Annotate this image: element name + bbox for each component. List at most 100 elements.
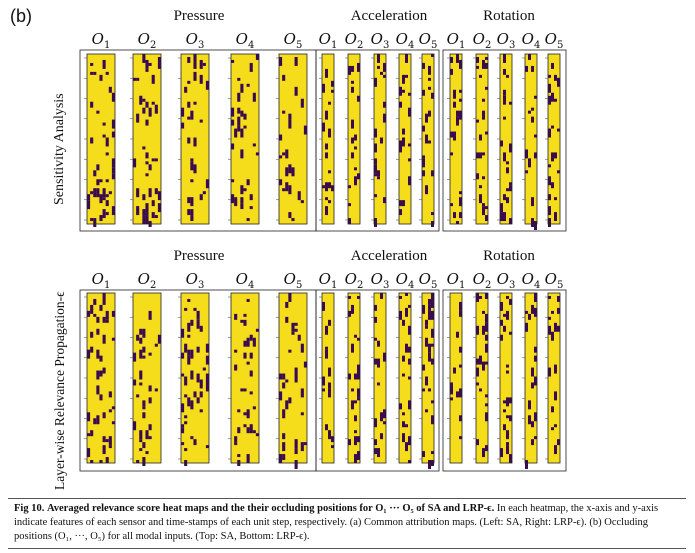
acceleration-o4-heatmap-bottom-cell xyxy=(402,373,405,377)
pressure-o2-heatmap-top-cell xyxy=(145,119,149,126)
pressure-o2-heatmap-top-cell xyxy=(148,188,152,198)
pressure-o4-heatmap-bottom-cell xyxy=(234,349,238,353)
pressure-o2-heatmap-top-cell xyxy=(157,56,161,63)
acceleration-o4-heatmap-bottom xyxy=(399,293,411,463)
rotation-o4-heatmap-bottom-cell xyxy=(534,436,537,440)
acceleration-o5-heatmap-bottom-cell xyxy=(431,328,434,338)
rotation-o4-heatmap-bottom-cell xyxy=(534,376,537,386)
rotation-o1-heatmap-top-cell xyxy=(450,131,453,138)
rotation-o3-heatmap-bottom-cell xyxy=(509,397,512,404)
rotation-o1-heatmap-bottom-cell xyxy=(459,415,462,422)
acceleration-o4-heatmap-bottom-cell xyxy=(408,304,411,308)
acceleration-o3-heatmap-top-cell xyxy=(377,54,380,63)
rotation-o4-heatmap-bottom-cell xyxy=(528,313,531,320)
rotation-o5-heatmap-top-cell xyxy=(548,194,551,201)
pressure-o4-heatmap-top-cell xyxy=(240,110,244,117)
acceleration-o2-heatmap-bottom-cell xyxy=(357,451,360,461)
pressure-o1-heatmap-bottom-cell xyxy=(102,412,106,419)
pressure-o4-heatmap-bottom-cell xyxy=(246,361,250,365)
acceleration-o3-heatmap-top-cell xyxy=(383,62,386,72)
acceleration-o1-heatmap-bottom-cell xyxy=(328,388,331,398)
pressure-o4-heatmap-top-cell xyxy=(237,77,241,81)
acceleration-o5-heatmap-top-cell xyxy=(422,170,425,177)
acceleration-o3-heatmap-bottom-cell xyxy=(383,409,386,419)
pressure-o2-heatmap-top-cell xyxy=(148,164,152,171)
pressure-o3-heatmap-bottom-cell xyxy=(187,397,191,407)
pressure-o1-heatmap-bottom-cell xyxy=(93,313,97,317)
acceleration-o3-heatmap-top-cell xyxy=(374,218,377,227)
pressure-o1-heatmap-top-cell xyxy=(108,191,112,195)
rotation-o5-heatmap-top-cell xyxy=(551,62,554,69)
pressure-o1-heatmap-top-cell xyxy=(102,134,106,138)
rotation-o5-heatmap-bottom-cell xyxy=(548,367,551,377)
acceleration-o3-heatmap-top-cell xyxy=(380,71,383,75)
pressure-o2-heatmap-bottom-cell xyxy=(148,310,152,320)
rotation-o1-heatmap-top-cell xyxy=(453,101,456,108)
pressure-o4-heatmap-top-cell xyxy=(249,62,253,72)
pressure-o4-heatmap-bottom-cell xyxy=(243,388,247,392)
rotation-o5-heatmap-bottom-cell xyxy=(557,295,560,302)
rotation-o2-heatmap-bottom-cell xyxy=(476,293,479,302)
pressure-o2-heatmap-bottom-cell xyxy=(148,424,152,431)
rotation-o3-heatmap-bottom-cell xyxy=(509,454,512,463)
pressure-o5-heatmap-top-cell xyxy=(282,74,286,81)
acceleration-o1-heatmap-bottom-cell xyxy=(325,346,328,350)
pressure-o1-heatmap-bottom-cell xyxy=(90,331,94,338)
rotation-o2-heatmap-top-cell xyxy=(485,56,488,60)
pressure-o4-heatmap-top-cell xyxy=(237,107,241,114)
acceleration-o4-heatmap-bottom-cell xyxy=(405,424,408,428)
pressure-o3-heatmap-top-cell xyxy=(193,137,197,147)
rotation-o1-heatmap-top-cell xyxy=(450,56,453,63)
acceleration-o3-heatmap-top-cell xyxy=(380,137,383,144)
rotation-o1-label-bottom: O1 xyxy=(446,270,466,291)
pressure-o2-heatmap-bottom-cell xyxy=(142,346,146,353)
pressure-o5-heatmap-bottom-cell xyxy=(300,343,304,353)
rotation-o1-heatmap-top-cell xyxy=(456,116,459,126)
acceleration-o1-label-top: O1 xyxy=(318,30,338,51)
pressure-o1-heatmap-top-cell xyxy=(99,74,103,81)
pressure-o4-heatmap-top-cell xyxy=(240,83,244,93)
acceleration-o1-heatmap-top-cell xyxy=(325,182,328,192)
acceleration-o4-heatmap-top-cell xyxy=(408,176,411,186)
pressure-o1-heatmap-bottom-cell xyxy=(99,370,103,377)
rotation-o2-heatmap-bottom-cell xyxy=(485,313,488,323)
acceleration-o2-heatmap-bottom-cell xyxy=(348,310,351,317)
pressure-o5-heatmap-bottom-cell xyxy=(303,442,307,446)
pressure-o3-heatmap-top-cell xyxy=(199,119,203,123)
pressure-o5-heatmap-top-cell xyxy=(285,182,289,192)
acceleration-o3-heatmap-bottom-cell xyxy=(374,439,377,446)
rotation-o4-heatmap-bottom-cell xyxy=(531,367,534,377)
acceleration-o4-heatmap-top-cell xyxy=(399,200,402,207)
pressure-o2-heatmap-bottom-cell xyxy=(136,460,140,463)
rotation-o1-heatmap-top-cell xyxy=(453,131,456,141)
pressure-o3-heatmap-bottom-cell xyxy=(202,367,206,371)
rotation-o4-heatmap-top-cell xyxy=(534,152,537,159)
acceleration-o4-heatmap-bottom-cell xyxy=(405,442,408,452)
pressure-o3-heatmap-top-cell xyxy=(187,209,191,216)
pressure-o1-heatmap-top-cell xyxy=(105,71,109,75)
acceleration-o5-heatmap-top-cell xyxy=(431,92,434,99)
acceleration-o5-heatmap-top-cell xyxy=(425,185,428,195)
pressure-o4-heatmap-top-cell xyxy=(243,113,247,120)
pressure-o3-heatmap-bottom-cell xyxy=(196,346,200,353)
acceleration-o4-heatmap-top-cell xyxy=(408,158,411,162)
pressure-o3-heatmap-bottom-cell xyxy=(196,310,200,320)
pressure-o3-heatmap-bottom-cell xyxy=(193,439,197,446)
pressure-o4-heatmap-top-cell xyxy=(249,194,253,201)
acceleration-o2-heatmap-top-cell xyxy=(351,119,354,129)
acceleration-o2-heatmap-top-cell xyxy=(348,65,351,75)
acceleration-o2-heatmap-top-cell xyxy=(351,152,354,159)
acceleration-o2-heatmap-bottom-cell xyxy=(357,295,360,299)
pressure-o3-heatmap-bottom-cell xyxy=(181,352,185,359)
acceleration-o5-heatmap-bottom-cell xyxy=(428,298,431,305)
acceleration-o2-heatmap-bottom-cell xyxy=(351,304,354,314)
pressure-o3-label-bottom: O3 xyxy=(185,270,205,291)
pressure-o3-heatmap-bottom-cell xyxy=(184,343,188,353)
acceleration-o5-heatmap-bottom-cell xyxy=(431,415,434,425)
pressure-o4-label-top: O4 xyxy=(235,30,255,51)
acceleration-o4-heatmap-bottom-cell xyxy=(402,412,405,416)
rotation-o5-heatmap-bottom-cell xyxy=(557,439,560,446)
rotation-o4-heatmap-top-cell xyxy=(534,221,537,230)
acceleration-o3-heatmap-top-cell xyxy=(383,113,386,123)
rotation-o4-heatmap-bottom-cell xyxy=(528,415,531,425)
